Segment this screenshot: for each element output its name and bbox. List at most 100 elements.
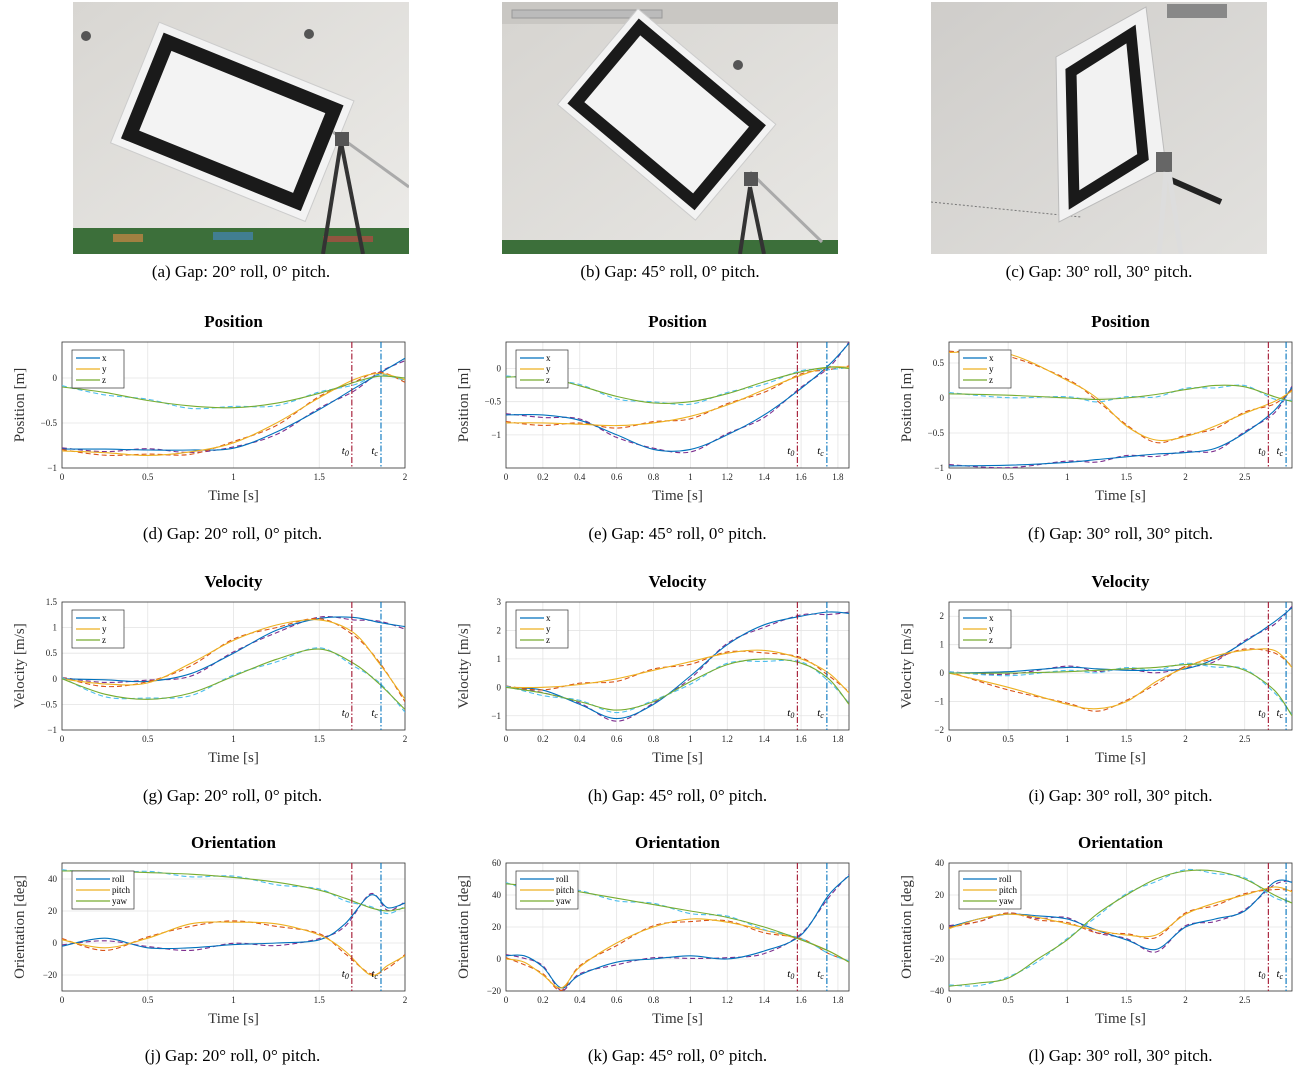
y-tick-label: 0 <box>497 364 502 374</box>
plot-frame <box>505 601 850 731</box>
x-tick-label: 1.5 <box>314 734 326 744</box>
series-line-yaw <box>62 870 405 912</box>
series-line-z <box>949 384 1292 403</box>
x-tick-label: 1 <box>231 734 236 744</box>
x-tick-label: 0.4 <box>574 472 586 482</box>
legend-label: x <box>989 613 994 623</box>
y-axis-label: Position [m] <box>456 368 472 443</box>
x-tick-label: 0.8 <box>648 995 660 1005</box>
x-tick-label: 2 <box>403 734 408 744</box>
y-tick-label: −0.5 <box>41 699 58 709</box>
y-axis-label: Position [m] <box>12 368 28 443</box>
x-tick-label: 0.6 <box>611 472 623 482</box>
x-tick-label: 1.6 <box>795 472 807 482</box>
x-tick-label: 1.2 <box>722 734 733 744</box>
y-axis-label: Velocity [m/s] <box>899 623 915 708</box>
chart-f: 0 0.5 1 1.5 2 2.5 −1 −0.5 0 0.5 t0 tc xyz Position Tim… <box>899 312 1293 504</box>
x-tick-label: 1 <box>1065 734 1070 744</box>
plot-frame <box>505 862 850 992</box>
x-tick-label: 0 <box>947 734 952 744</box>
y-tick-label: −1 <box>47 725 57 735</box>
y-tick-label: 0 <box>940 922 945 932</box>
legend-label: roll <box>556 874 569 884</box>
series-ref-roll <box>506 874 849 991</box>
t0-label: t0 <box>342 707 349 720</box>
caption-h: (h) Gap: 45° roll, 0° pitch. <box>587 786 768 805</box>
caption-b: (b) Gap: 45° roll, 0° pitch. <box>580 262 760 281</box>
legend-label: roll <box>112 874 125 884</box>
x-tick-label: 0.2 <box>537 995 548 1005</box>
x-tick-label: 0 <box>947 472 952 482</box>
legend-label: yaw <box>112 896 127 906</box>
legend: xyz <box>515 349 569 389</box>
x-tick-label: 1 <box>688 734 693 744</box>
caption-f: (f) Gap: 30° roll, 30° pitch. <box>1028 524 1213 543</box>
x-tick-label: 0 <box>947 995 952 1005</box>
t0-label: t0 <box>1258 968 1265 981</box>
x-tick-label: 2 <box>1183 472 1188 482</box>
chart-e: 0 0.2 0.4 0.6 0.8 1 1.2 1.4 1.6 1.8 −1 −0.5 0 t0 tc xyz… <box>456 312 850 504</box>
legend-label: z <box>546 635 550 645</box>
chart-i: 0 0.5 1 1.5 2 2.5 −2 −1 0 1 2 t0 tc xyz Velocity Time [… <box>899 572 1293 766</box>
x-tick-label: 1.5 <box>1121 995 1133 1005</box>
caption-c: (c) Gap: 30° roll, 30° pitch. <box>1005 262 1193 281</box>
series-line-y <box>506 649 849 694</box>
x-tick-label: 1.5 <box>1121 472 1133 482</box>
legend-label: y <box>546 624 551 634</box>
series-line-z <box>506 658 849 711</box>
x-axis-label: Time [s] <box>652 488 703 504</box>
x-tick-label: 1 <box>231 995 236 1005</box>
t0-label: t0 <box>342 968 349 981</box>
x-tick-label: 0.5 <box>142 734 154 744</box>
legend: xyz <box>515 609 569 649</box>
x-tick-label: 1.5 <box>1121 734 1133 744</box>
legend-label: z <box>102 635 106 645</box>
legend-label: pitch <box>556 885 574 895</box>
y-tick-label: 0 <box>497 682 502 692</box>
x-tick-label: 2.5 <box>1239 734 1251 744</box>
series-line-yaw <box>949 869 1292 987</box>
caption-g: (g) Gap: 20° roll, 0° pitch. <box>142 786 323 805</box>
x-tick-label: 0.5 <box>1003 734 1015 744</box>
legend-label: z <box>989 635 993 645</box>
series-ref-z <box>62 374 405 410</box>
x-tick-label: 1.5 <box>314 472 326 482</box>
y-tick-label: 2 <box>497 625 502 635</box>
series-line-y <box>949 648 1292 710</box>
x-tick-label: 2 <box>1183 734 1188 744</box>
legend: xyz <box>71 609 125 649</box>
x-tick-label: 1.8 <box>832 734 844 744</box>
x-tick-label: 2 <box>1183 995 1188 1005</box>
tc-label: tc <box>817 445 824 458</box>
x-axis-label: Time [s] <box>1095 488 1146 504</box>
caption-k: (k) Gap: 45° roll, 0° pitch. <box>587 1046 768 1065</box>
y-tick-label: −1 <box>934 697 944 707</box>
tc-label: tc <box>1276 968 1283 981</box>
legend-label: x <box>102 613 107 623</box>
x-tick-label: 1 <box>1065 472 1070 482</box>
x-tick-label: 1.2 <box>722 995 733 1005</box>
series-line-y <box>62 619 405 700</box>
x-tick-label: 0.8 <box>648 734 660 744</box>
y-tick-label: 0 <box>53 674 58 684</box>
x-axis-label: Time [s] <box>1095 1011 1146 1027</box>
legend-label: y <box>989 624 994 634</box>
x-axis-label: Time [s] <box>652 750 703 766</box>
x-axis-label: Time [s] <box>1095 750 1146 766</box>
x-tick-label: 2 <box>403 995 408 1005</box>
x-tick-label: 1.2 <box>722 472 733 482</box>
x-tick-label: 0.8 <box>648 472 660 482</box>
chart-g: 0 0.5 1 1.5 2 −1 −0.5 0 0.5 1 1.5 t0 tc xyz Velocity Ti… <box>12 572 407 766</box>
y-tick-label: 0 <box>940 668 945 678</box>
tc-label: tc <box>817 968 824 981</box>
t0-label: t0 <box>787 445 794 458</box>
x-tick-label: 0.2 <box>537 472 548 482</box>
y-axis-label: Orientation [deg] <box>899 875 915 979</box>
series-line-x <box>62 616 405 683</box>
y-tick-label: 1 <box>940 640 945 650</box>
